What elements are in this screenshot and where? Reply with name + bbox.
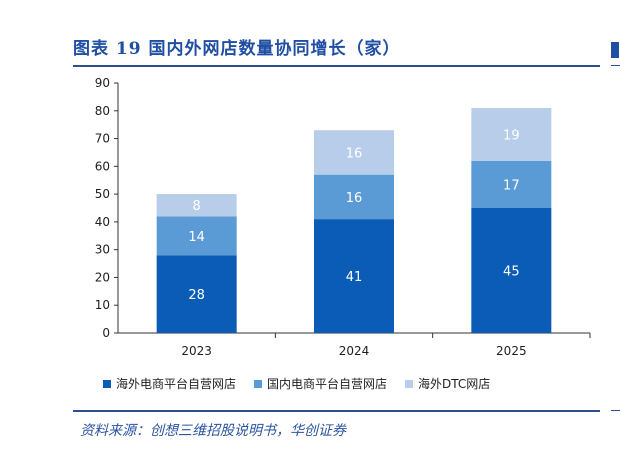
bar-segment-overseas-platform	[471, 208, 552, 333]
legend-label-overseas-dtc: 海外DTC网店	[418, 377, 491, 391]
y-tick-label: 40	[95, 215, 110, 229]
y-tick-label: 90	[95, 76, 110, 90]
y-tick-label: 20	[95, 270, 110, 284]
legend-label-overseas-platform: 海外电商平台自营网店	[116, 377, 237, 391]
bar-segment-overseas-dtc	[314, 130, 394, 175]
source-divider	[73, 410, 600, 412]
legend-label-domestic-platform: 国内电商平台自营网店	[267, 377, 388, 391]
x-tick-label: 2024	[339, 344, 370, 358]
legend-item-overseas-platform: 海外电商平台自营网店	[103, 375, 236, 392]
legend: 海外电商平台自营网店 国内电商平台自营网店 海外DTC网店	[103, 375, 593, 392]
y-tick-label: 0	[102, 326, 110, 340]
bar-segment-domestic-platform	[471, 160, 552, 208]
bar-segment-domestic-platform	[156, 216, 237, 256]
bar-segment-domestic-platform	[314, 174, 394, 220]
legend-item-domestic-platform: 国内电商平台自营网店	[254, 375, 387, 392]
y-tick-label: 50	[95, 187, 110, 201]
legend-swatch-domestic-platform	[254, 379, 263, 388]
data-label-domestic-platform: 17	[503, 178, 520, 193]
y-tick-label: 10	[95, 298, 110, 312]
data-label-overseas-dtc: 19	[503, 128, 520, 143]
source-note: 资料来源：创想三维招股说明书，华创证券	[80, 423, 346, 439]
data-label-overseas-platform: 41	[346, 270, 363, 285]
x-tick-label: 2025	[496, 344, 527, 358]
data-label-overseas-platform: 28	[188, 288, 205, 303]
neighbor-panel-marker	[611, 42, 619, 58]
legend-item-overseas-dtc: 海外DTC网店	[405, 375, 490, 392]
neighbor-panel-divider	[611, 65, 620, 66]
data-label-overseas-platform: 45	[503, 265, 520, 280]
legend-swatch-overseas-platform	[103, 379, 111, 388]
chart-title: 图表 19 国内外网店数量协同增长（家）	[73, 39, 401, 59]
title-divider	[73, 65, 600, 67]
data-label-overseas-dtc: 16	[346, 146, 363, 161]
data-label-domestic-platform: 16	[346, 191, 363, 206]
neighbor-panel-bottom-divider	[611, 410, 620, 411]
y-tick-label: 60	[95, 159, 110, 173]
bar-segment-overseas-platform	[314, 219, 394, 333]
bar-segment-overseas-dtc	[156, 194, 237, 217]
data-label-overseas-dtc: 8	[193, 199, 201, 214]
y-tick-label: 30	[95, 243, 110, 257]
bar-segment-overseas-dtc	[471, 108, 552, 161]
legend-swatch-overseas-dtc	[405, 379, 414, 388]
y-tick-label: 80	[95, 104, 110, 118]
y-tick-label: 70	[95, 132, 110, 146]
data-label-domestic-platform: 14	[188, 230, 205, 245]
bar-segment-overseas-platform	[156, 255, 237, 333]
x-tick-label: 2023	[181, 344, 212, 358]
